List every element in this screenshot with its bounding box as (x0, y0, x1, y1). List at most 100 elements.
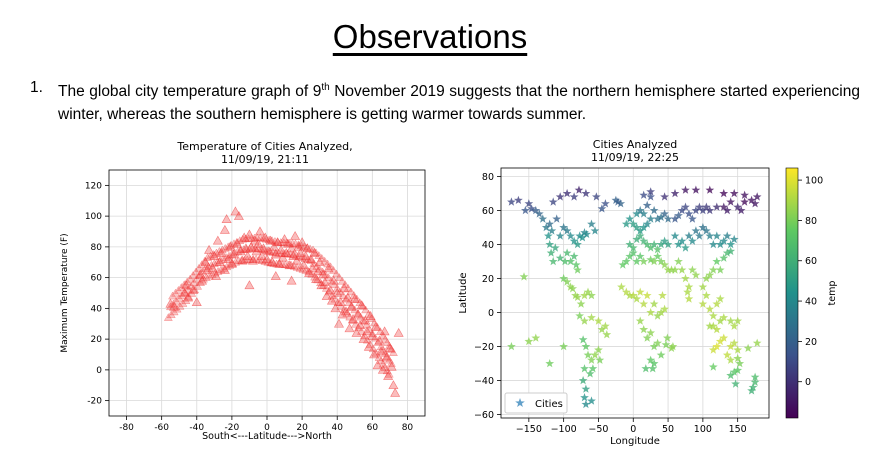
chart1-point (270, 249, 281, 259)
chart1-point (292, 262, 302, 271)
chart2-point (597, 204, 607, 213)
chart1-point (291, 239, 300, 248)
chart2-point (649, 359, 659, 368)
chart2-point (562, 188, 572, 198)
chart2-colorbar-tick-label: 100 (805, 176, 823, 187)
chart2-point (635, 205, 645, 215)
chart2-point (719, 188, 729, 198)
cities-map-chart: Cities Analyzed 11/09/19, 22:25 −150 −100… (458, 138, 838, 447)
chart2-point (698, 299, 708, 308)
chart2-point (649, 256, 659, 266)
chart2-point (695, 231, 704, 240)
chart2-point (702, 291, 711, 300)
chart2-point (581, 399, 591, 409)
chart1-point (300, 254, 310, 262)
chart2-point (708, 362, 718, 371)
chart2-point (653, 311, 662, 320)
chart1-point (298, 260, 309, 270)
chart2-point (559, 222, 568, 232)
chart2-x-tick-label: 100 (694, 424, 712, 435)
chart2-point (663, 265, 673, 274)
chart2-colorbar-label: temp (827, 281, 838, 306)
chart2-point (719, 202, 729, 211)
chart2-point (656, 239, 666, 249)
chart1-y-tick-label: 80 (91, 243, 103, 253)
chart2-point (559, 342, 568, 351)
chart2-point (576, 299, 586, 308)
chart2-x-axis-label: Longitude (610, 436, 660, 447)
chart1-point (168, 301, 179, 311)
chart1-point (188, 284, 199, 294)
chart2-point (726, 355, 736, 364)
chart2-point (571, 260, 581, 269)
chart2-point (683, 287, 692, 296)
chart1-point (297, 237, 308, 247)
chart2-point (722, 205, 732, 215)
chart1-point (348, 314, 359, 323)
chart2-point (580, 364, 589, 373)
chart1-point (365, 310, 376, 320)
chart2-point (581, 384, 591, 393)
chart2-point (562, 248, 572, 257)
chart2-point (635, 287, 645, 296)
chart2-point (677, 236, 687, 245)
chart2-x-tick-label: 50 (662, 424, 674, 435)
chart2-point (621, 256, 631, 266)
chart1-point (318, 269, 329, 279)
chart2-point (574, 185, 584, 194)
chart2-point (736, 205, 746, 215)
chart1-point (232, 238, 243, 248)
chart1-point (163, 313, 173, 321)
observation-text-post: November 2019 suggests that the northern… (58, 83, 860, 124)
chart2-title: Cities Analyzed (593, 138, 677, 151)
chart1-x-ticks: -80 -60 -40 -20 0 20 40 60 80 (119, 416, 413, 433)
chart1-point (211, 270, 222, 280)
chart1-point (260, 232, 271, 242)
chart2-point (519, 272, 529, 281)
chart2-point (583, 287, 593, 296)
chart2-point (722, 231, 732, 240)
chart2-point (733, 353, 743, 363)
chart1-point (370, 318, 379, 327)
chart2-point (625, 214, 635, 223)
chart2-point (581, 342, 591, 351)
chart1-point (234, 256, 243, 264)
chart1-point (384, 343, 395, 353)
chart2-point (578, 376, 588, 385)
chart2-point (524, 336, 534, 346)
chart1-point (301, 265, 311, 274)
chart2-point (656, 308, 666, 317)
chart1-point (321, 290, 332, 300)
chart2-point (726, 239, 736, 249)
chart1-point (261, 254, 273, 263)
chart1-point (340, 306, 352, 316)
chart2-colorbar-tick-label: 80 (805, 216, 817, 227)
chart2-point (712, 299, 722, 308)
chart2-point (747, 195, 756, 204)
chart1-point (221, 214, 232, 223)
chart1-point (289, 261, 299, 270)
chart1-point (284, 260, 295, 270)
chart1-point (357, 326, 366, 335)
chart1-point (374, 335, 385, 345)
chart1-point (319, 277, 330, 287)
chart2-point (708, 345, 718, 354)
observation-number: 1. (30, 79, 43, 96)
chart2-point (531, 205, 541, 215)
chart1-point (235, 246, 246, 256)
chart2-point (639, 190, 649, 199)
observation-text: The global city temperature graph of 9th… (58, 76, 860, 126)
chart2-point (670, 265, 680, 274)
chart2-point (740, 197, 749, 206)
chart2-point (719, 236, 729, 245)
chart2-point (726, 370, 736, 380)
chart2-point (568, 284, 578, 293)
chart1-point (274, 258, 285, 268)
chart2-x-ticks: −150 −100 −50 0 50 100 150 (516, 418, 747, 435)
chart2-point (712, 342, 722, 351)
chart1-point (376, 346, 387, 356)
chart2-point (752, 192, 762, 201)
chart2-point (592, 192, 601, 201)
chart2-point (658, 291, 667, 300)
chart2-point (575, 231, 584, 240)
